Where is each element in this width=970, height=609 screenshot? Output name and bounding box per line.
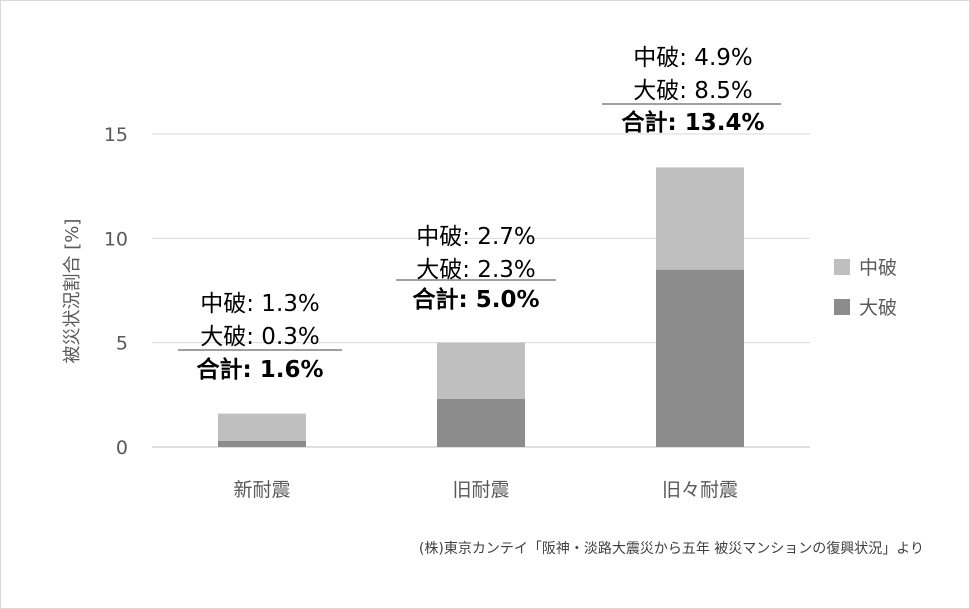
y-tick-label: 10 [104,228,128,250]
legend-swatch [834,299,850,315]
y-tick-label: 15 [104,124,128,146]
annotation-total: 合計: 1.6% [197,356,324,383]
y-tick-label: 5 [116,333,128,355]
bar-segment [218,440,306,447]
annotation-total: 合計: 13.4% [622,109,765,136]
annotation-line-2: 大破: 2.3% [416,257,536,283]
annotation-line-1: 中破: 2.7% [416,224,536,250]
bar-segment [437,399,525,447]
bar-segment [656,167,744,270]
annotation-line-2: 大破: 0.3% [200,324,320,350]
x-tick-label: 旧耐震 [452,479,509,501]
bar-segment [656,269,744,447]
legend-label: 中破 [859,257,897,279]
x-tick-label: 新耐震 [233,479,290,501]
bar-segment [437,342,525,400]
annotation-total: 合計: 5.0% [413,286,540,313]
annotation-line-1: 中破: 4.9% [633,45,753,71]
annotation-line-1: 中破: 1.3% [200,291,320,317]
x-tick-label: 旧々耐震 [662,479,738,501]
annotation-line-2: 大破: 8.5% [633,78,753,104]
legend-swatch [834,259,850,275]
y-axis-label: 被災状況割合 [%] [62,219,83,364]
legend-label: 大破 [859,297,897,319]
bar-segment [218,413,306,441]
y-tick-label: 0 [116,437,128,459]
source-note: (株)東京カンテイ「阪神・淡路大震災から五年 被災マンションの復興状況」より [418,541,924,557]
